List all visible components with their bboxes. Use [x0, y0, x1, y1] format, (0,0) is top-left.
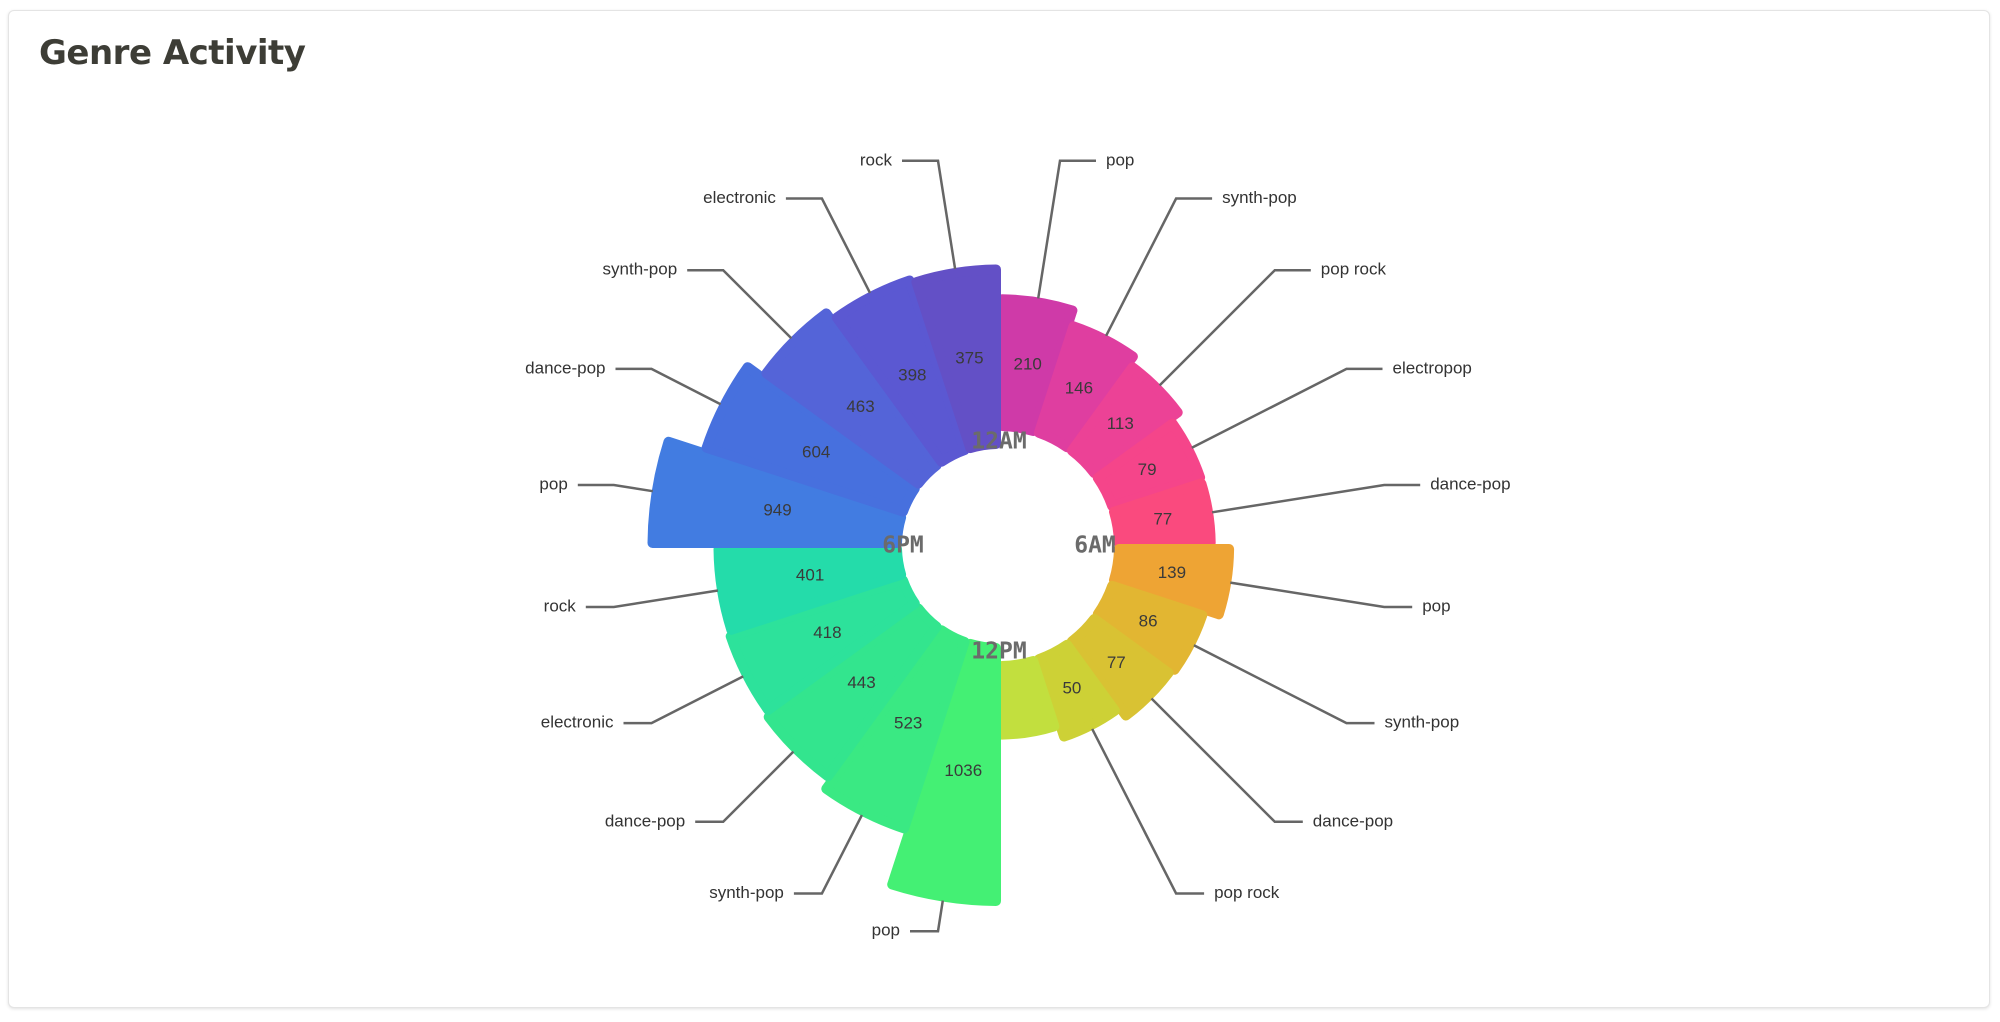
genre-label: pop — [872, 921, 900, 940]
label-connector — [577, 483, 653, 493]
segment-synth-pop-6[interactable] — [1092, 580, 1208, 675]
segment-value-label: 139 — [1158, 563, 1186, 582]
genre-label: pop rock — [1214, 883, 1280, 902]
segment-rock-14[interactable] — [713, 544, 907, 635]
segment-value-label: 86 — [1139, 611, 1158, 630]
segment-electronic-18[interactable] — [831, 275, 970, 467]
segment-value-label: 77 — [1107, 653, 1126, 672]
genre-label: dance-pop — [1430, 474, 1510, 493]
page-title: Genre Activity — [39, 33, 306, 73]
genre-label: dance-pop — [605, 811, 685, 830]
segment-unlabeled-9[interactable] — [997, 656, 1060, 740]
segment-synth-pop-17[interactable] — [761, 308, 942, 489]
label-connector — [1193, 644, 1375, 725]
segment-value-label: 375 — [955, 349, 983, 368]
segment-value-label: 1036 — [944, 761, 982, 780]
label-connector — [902, 159, 957, 270]
segment-value-label: 523 — [894, 714, 922, 733]
segment-pop-5[interactable] — [1109, 544, 1235, 620]
genre-label: electronic — [541, 713, 614, 732]
label-connector — [1036, 159, 1096, 299]
segment-value-label: 401 — [796, 565, 824, 584]
segment-pop-15[interactable] — [647, 436, 907, 548]
segment-value-label: 113 — [1107, 414, 1134, 433]
genre-label: synth-pop — [1385, 713, 1460, 732]
genre-label: synth-pop — [603, 260, 678, 279]
genre-label: pop — [539, 474, 567, 493]
chart-center-labels: 12AM 6AM 12PM 6PM — [882, 429, 1116, 665]
segment-dance-pop-7[interactable] — [1066, 613, 1174, 721]
segment-value-label: 949 — [763, 500, 791, 519]
label-connector — [785, 197, 872, 294]
segment-pop rock-2[interactable] — [1066, 362, 1183, 479]
genre-label: electropop — [1393, 358, 1472, 377]
genre-label: pop rock — [1321, 260, 1387, 279]
segment-rock-19[interactable] — [911, 264, 1001, 454]
segment-dance-pop-12[interactable] — [763, 603, 942, 782]
genre-label: synth-pop — [709, 883, 784, 902]
center-time-label: 12AM — [971, 429, 1026, 455]
segment-synth-pop-1[interactable] — [1033, 321, 1138, 453]
chart-connectors: pop synth-pop pop rock electropop dance-pop p… — [525, 150, 1510, 939]
segment-value-label: 146 — [1065, 379, 1093, 398]
label-connector — [623, 675, 744, 725]
segment-value-label: 604 — [802, 442, 830, 461]
segment-value-label: 50 — [1062, 679, 1081, 698]
segment-dance-pop-16[interactable] — [701, 362, 920, 517]
label-connector — [687, 268, 793, 340]
segment-value-label: 79 — [1138, 460, 1157, 479]
label-connector — [1158, 268, 1311, 387]
segment-value-label: 443 — [847, 673, 875, 692]
label-connector — [585, 589, 719, 609]
label-connector — [695, 750, 795, 824]
genre-label: electronic — [703, 188, 776, 207]
genre-label: rock — [860, 150, 893, 169]
genre-label: pop — [1422, 596, 1450, 615]
genre-label: dance-pop — [1313, 811, 1393, 830]
segment-value-label: 210 — [1014, 354, 1042, 373]
genre-label: pop — [1106, 150, 1134, 169]
genre-label: dance-pop — [525, 358, 605, 377]
label-connector — [1091, 728, 1205, 895]
segment-electronic-13[interactable] — [725, 575, 920, 715]
segment-value-label: 77 — [1153, 510, 1172, 529]
label-connector — [1211, 483, 1421, 514]
label-connector — [910, 900, 945, 933]
segment-pop rock-8[interactable] — [1033, 639, 1120, 742]
segment-pop-10[interactable] — [887, 638, 1001, 906]
segment-electropop-3[interactable] — [1092, 418, 1206, 512]
chart-segments: 210 146 113 79 77 139 86 77 50 1036 523 443 418 401 94… — [647, 264, 1235, 906]
label-connector — [1104, 197, 1213, 337]
segment-dance-pop-4[interactable] — [1109, 478, 1216, 548]
center-time-label: 6PM — [882, 533, 924, 559]
segment-value-label: 418 — [813, 623, 841, 642]
genre-label: rock — [544, 596, 577, 615]
genre-label: synth-pop — [1222, 188, 1297, 207]
label-connector — [1230, 581, 1413, 609]
label-connector — [793, 814, 864, 895]
label-connector — [615, 367, 722, 406]
label-connector — [1150, 697, 1303, 824]
center-time-label: 12PM — [971, 639, 1026, 665]
segment-value-label: 398 — [898, 365, 926, 384]
segment-value-label: 463 — [846, 397, 874, 416]
segment-synth-pop-11[interactable] — [821, 625, 970, 834]
center-time-label: 6AM — [1074, 533, 1116, 559]
segment-pop-0[interactable] — [997, 294, 1078, 436]
label-connector — [1191, 367, 1383, 449]
